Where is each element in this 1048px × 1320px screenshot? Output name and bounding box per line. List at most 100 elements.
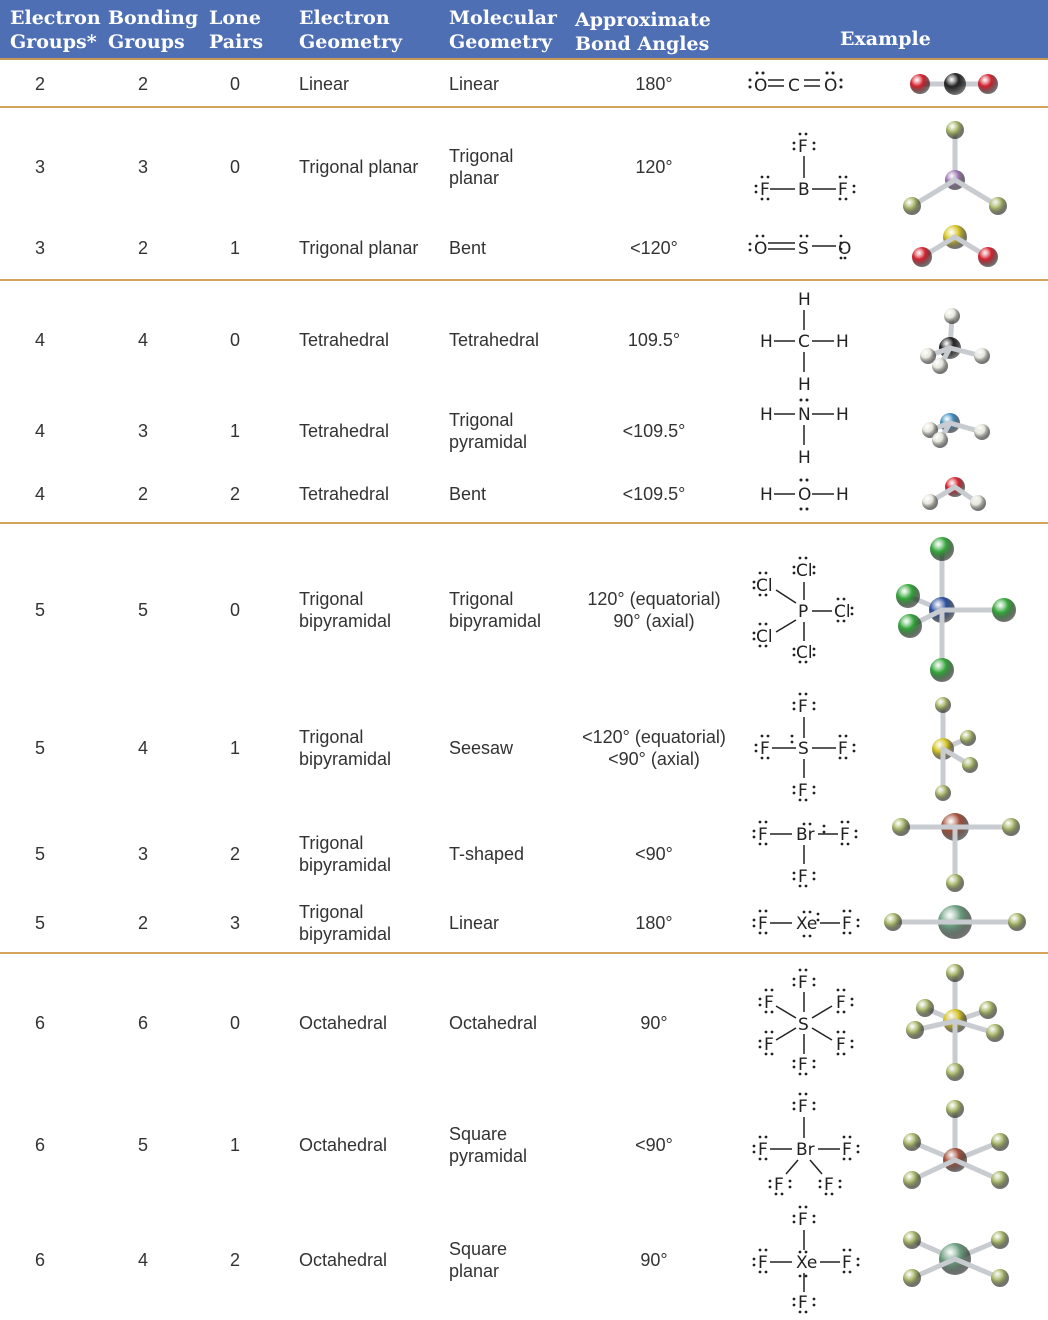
lone-pair-dot (764, 1135, 768, 1139)
lone-pair-dot (798, 1250, 802, 1254)
lone-pair-dot (792, 701, 796, 705)
lone-pair-dot (850, 1039, 854, 1043)
lone-pair-dot (788, 1185, 792, 1189)
cell-bonding-groups: 5 (137, 600, 148, 620)
atom-f (903, 1171, 921, 1189)
lone-pair-dot (792, 707, 796, 711)
lone-pair-dot (843, 256, 847, 260)
atom-cl (992, 598, 1016, 622)
svg-text:O: O (798, 485, 811, 505)
svg-text:O: O (824, 76, 837, 96)
lone-pair-dot (792, 983, 796, 987)
lone-pair-dot (812, 877, 816, 881)
lone-pair-dot (792, 791, 796, 795)
header-lone-pairs: Lone Pairs (209, 7, 264, 53)
lone-pair-dot (836, 1010, 840, 1014)
lone-pair-dot (842, 1052, 846, 1056)
svg-text:B: B (798, 180, 810, 200)
lone-pair-dot (798, 1072, 802, 1076)
lone-pair-dot (812, 791, 816, 795)
lone-pair-dot (804, 968, 808, 972)
svg-text:F: F (798, 1055, 808, 1075)
lone-pair-dot (804, 1310, 808, 1314)
lone-pair-dot (804, 1072, 808, 1076)
lone-pair-dot (836, 597, 840, 601)
lone-pair-dot (804, 556, 808, 560)
cell-electron-geometry: Octahedral (299, 1013, 388, 1033)
cell-electron-geometry: Tetrahedral (299, 484, 390, 504)
lone-pair-dot (758, 622, 762, 626)
lone-pair-dot (758, 931, 762, 935)
svg-text:F: F (838, 180, 848, 200)
lewis-ch4: H H C H H (760, 290, 849, 395)
svg-text:F: F (758, 1140, 768, 1160)
cell-lone-pairs: 1 (229, 238, 240, 258)
lone-pair-dot (842, 1010, 846, 1014)
cell-electron-groups: 6 (34, 1013, 45, 1033)
lone-pair-dot (792, 877, 796, 881)
lone-pair-dot (764, 1248, 768, 1252)
lone-pair-dot (856, 1144, 860, 1148)
lone-pair-dot (758, 997, 762, 1001)
lone-pair-dot (748, 248, 752, 252)
lone-pair-dot (838, 197, 842, 201)
cell-bonding-groups: 4 (137, 330, 148, 350)
lone-pair-dot (764, 842, 768, 846)
svg-text:H: H (798, 448, 811, 468)
group-divider (0, 106, 1048, 108)
lewis-h2o: H O H (760, 478, 849, 511)
lone-pair-dot (812, 653, 816, 657)
atom-cl (898, 614, 922, 638)
cell-bond-angles: 120° (equatorial) 90° (axial) (587, 589, 721, 631)
cell-bonding-groups: 3 (137, 844, 148, 864)
lone-pair-dot (812, 871, 816, 875)
svg-text:F: F (764, 993, 774, 1013)
svg-text:S: S (798, 1015, 809, 1035)
lone-pair-dot (854, 835, 858, 839)
svg-text:F: F (838, 739, 848, 759)
lone-pair-dot (846, 842, 850, 846)
lone-pair-dot (838, 1179, 842, 1183)
atom-f (946, 121, 964, 139)
lone-pair-dot (764, 1052, 768, 1056)
lone-pair-dot (836, 1052, 840, 1056)
lone-pair-dot (822, 830, 826, 834)
cell-bond-angles: 90° (640, 1013, 668, 1033)
lone-pair-dot (758, 842, 762, 846)
lone-pair-dot (764, 909, 768, 913)
lone-pair-dot (839, 241, 843, 245)
lone-pair-dot (839, 234, 843, 238)
lone-pair-dot (836, 988, 840, 992)
cell-bonding-groups: 4 (137, 738, 148, 758)
svg-text:Xe: Xe (796, 1253, 817, 1273)
lone-pair-dot (856, 1150, 860, 1154)
lone-pair-dot (838, 756, 842, 760)
svg-text:F: F (798, 781, 808, 801)
molecular-models (884, 73, 1026, 1287)
cell-electron-groups: 5 (34, 738, 45, 758)
lone-pair-dot (804, 884, 808, 888)
cell-bond-angles: <109.5° (622, 484, 686, 504)
lewis-xef4: F F Xe F F (758, 1210, 852, 1313)
lone-pair-dot (792, 1107, 796, 1111)
lone-pair-dot (754, 184, 758, 188)
lone-pair-dot (842, 1030, 846, 1034)
atom-h (920, 348, 936, 364)
svg-text:F: F (836, 993, 846, 1013)
cell-bond-angles: <90° (635, 844, 673, 864)
lone-pair-dot (752, 829, 756, 833)
cell-bond-angles: 180° (635, 913, 673, 933)
cell-bonding-groups: 5 (137, 1135, 148, 1155)
svg-text:H: H (836, 485, 849, 505)
lone-pair-dot (764, 644, 768, 648)
lone-pair-dot (792, 1297, 796, 1301)
lewis-structures: O C O F B F F O S O H H C H H (748, 71, 860, 1314)
svg-text:H: H (760, 485, 773, 505)
cell-molecular-geometry: Linear (449, 913, 500, 933)
svg-text:Cl: Cl (756, 576, 773, 596)
atom-cl (896, 584, 920, 608)
lone-pair-dot (764, 931, 768, 935)
lone-pair-dot (842, 931, 846, 935)
lone-pair-dot (754, 743, 758, 747)
svg-text:F: F (798, 1293, 808, 1313)
